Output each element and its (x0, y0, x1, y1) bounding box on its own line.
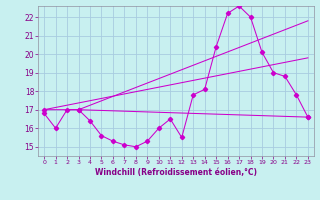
X-axis label: Windchill (Refroidissement éolien,°C): Windchill (Refroidissement éolien,°C) (95, 168, 257, 177)
